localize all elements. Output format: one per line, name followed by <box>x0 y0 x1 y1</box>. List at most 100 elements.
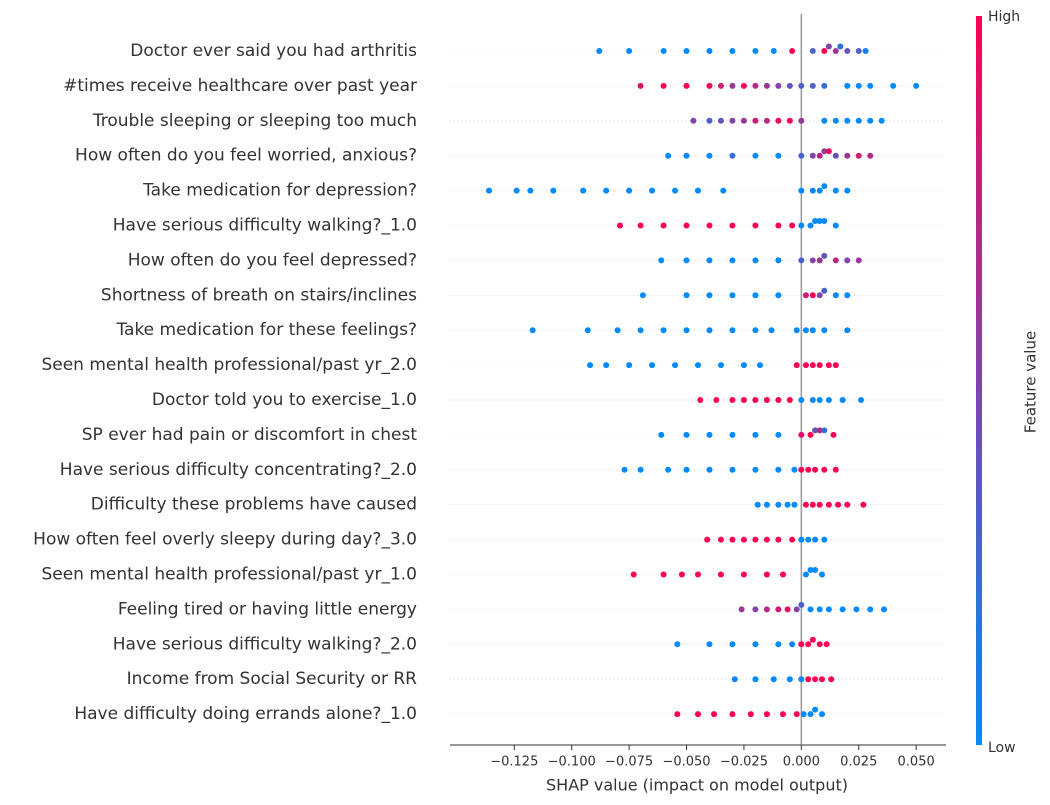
point <box>706 152 713 159</box>
point <box>816 292 823 299</box>
point <box>809 327 816 334</box>
point <box>775 501 782 508</box>
point <box>832 48 839 54</box>
point <box>812 466 819 473</box>
point <box>747 711 754 718</box>
y-tick-label: Have difficulty doing errands alone?_1.0 <box>74 704 417 724</box>
point <box>821 48 828 54</box>
point <box>706 117 713 124</box>
point <box>658 257 665 264</box>
point <box>855 48 862 54</box>
point <box>683 48 690 54</box>
point <box>695 187 701 194</box>
y-tick-label: How often do you feel depressed? <box>128 250 417 270</box>
y-tick-label: How often feel overly sleepy during day?… <box>33 530 417 550</box>
point <box>881 606 887 613</box>
point <box>807 711 814 718</box>
point <box>807 567 814 573</box>
colorbar-high: High <box>988 9 1020 25</box>
point <box>660 571 667 578</box>
point <box>798 187 805 194</box>
point <box>729 466 736 473</box>
point <box>775 152 782 159</box>
point <box>672 362 679 369</box>
point <box>816 397 823 403</box>
point <box>763 606 770 613</box>
point <box>660 222 667 229</box>
point <box>844 292 851 299</box>
point <box>775 117 782 124</box>
point <box>830 431 837 438</box>
point <box>798 466 805 473</box>
point <box>798 431 805 438</box>
point <box>809 82 816 89</box>
point <box>706 222 713 229</box>
point <box>832 152 839 159</box>
point <box>690 117 697 124</box>
point <box>683 152 690 159</box>
point <box>587 362 594 369</box>
point <box>729 117 736 124</box>
point <box>807 431 814 438</box>
y-tick-label: Have serious difficulty walking?_2.0 <box>113 634 417 654</box>
point <box>798 536 805 543</box>
point <box>775 466 782 473</box>
point <box>706 82 713 89</box>
y-tick-label: Feeling tired or having little energy <box>118 599 417 619</box>
y-tick-label: Income from Social Security or RR <box>127 669 418 689</box>
point <box>789 222 796 229</box>
point <box>835 501 842 508</box>
point <box>825 148 832 155</box>
point <box>798 82 805 89</box>
point <box>839 606 846 613</box>
point <box>779 711 786 718</box>
point <box>784 501 791 508</box>
point <box>660 82 667 89</box>
point <box>819 676 825 683</box>
point <box>855 257 862 264</box>
point <box>789 536 796 543</box>
point <box>626 362 633 369</box>
point <box>621 466 628 473</box>
point <box>798 257 805 264</box>
point <box>821 117 828 124</box>
point <box>791 466 798 473</box>
point <box>706 48 713 54</box>
point <box>738 606 745 613</box>
point <box>821 427 828 434</box>
point <box>683 222 690 229</box>
point <box>821 148 828 155</box>
point <box>731 676 738 683</box>
point <box>754 501 761 508</box>
point <box>832 466 839 473</box>
point <box>793 327 800 334</box>
point <box>486 187 493 194</box>
point <box>793 606 800 613</box>
point <box>763 117 770 124</box>
point <box>867 82 874 89</box>
point <box>821 536 828 543</box>
point <box>695 711 701 718</box>
point <box>802 292 809 299</box>
point <box>740 536 747 543</box>
point <box>658 431 665 438</box>
point <box>713 397 720 403</box>
point <box>775 222 782 229</box>
point <box>674 711 681 718</box>
point <box>706 292 713 299</box>
point <box>798 117 805 124</box>
point <box>752 606 759 613</box>
point <box>798 641 805 648</box>
point <box>775 292 782 299</box>
y-tick-label: Take medication for these feelings? <box>115 320 417 340</box>
point <box>775 431 782 438</box>
point <box>816 427 823 434</box>
point <box>729 327 736 334</box>
point <box>752 48 759 54</box>
point <box>729 152 736 159</box>
point <box>513 187 520 194</box>
point <box>855 117 862 124</box>
point <box>717 536 724 543</box>
point <box>844 117 851 124</box>
